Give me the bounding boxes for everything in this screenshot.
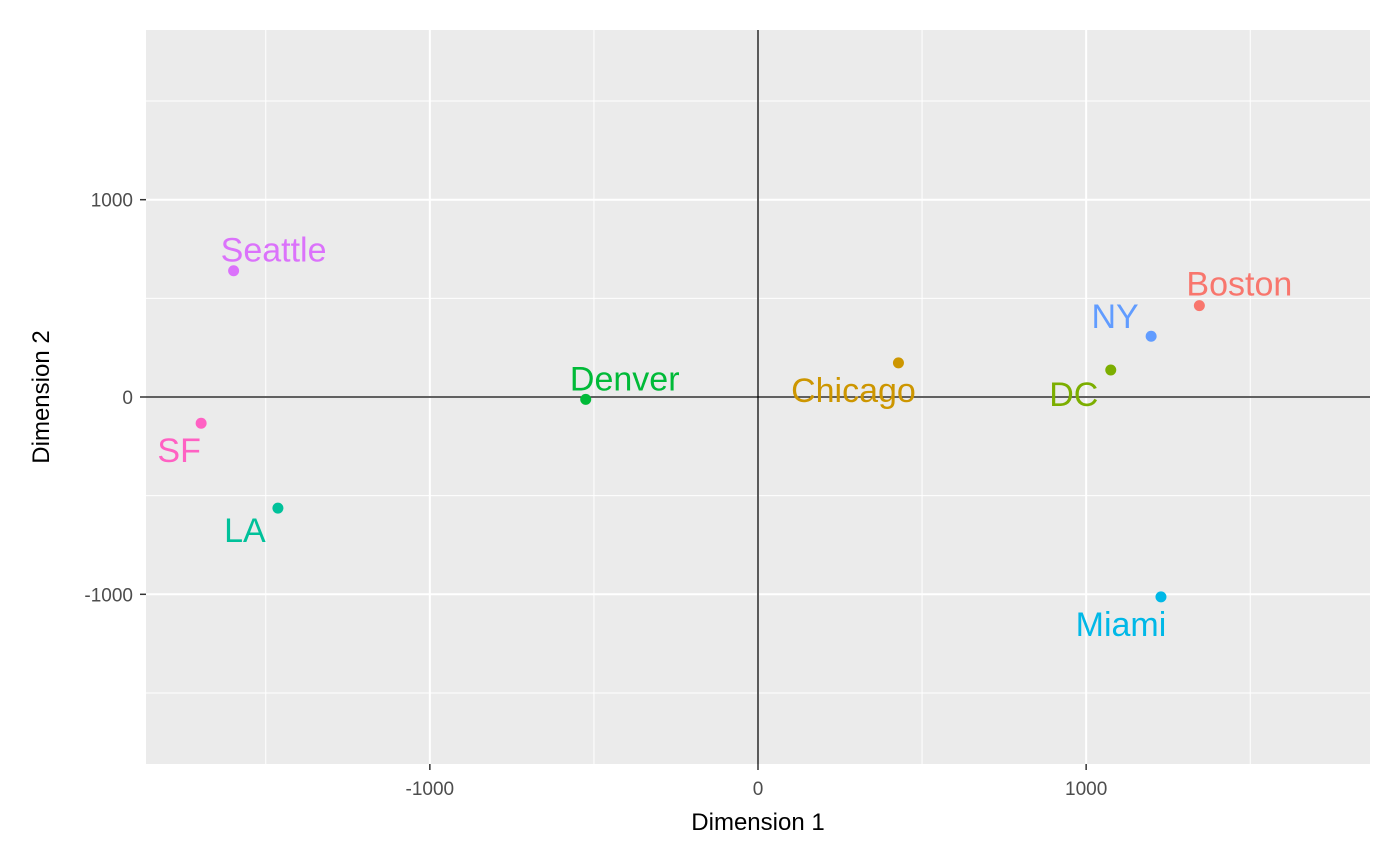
x-tick-label: -1000 bbox=[406, 779, 455, 800]
data-point bbox=[1105, 364, 1117, 376]
data-point bbox=[1145, 330, 1157, 342]
data-point bbox=[195, 417, 207, 429]
point-label: Miami bbox=[1076, 606, 1167, 644]
x-tick-label: 0 bbox=[753, 779, 764, 800]
point-label: SF bbox=[157, 432, 200, 470]
point-label: NY bbox=[1092, 298, 1139, 336]
y-tick-label: 0 bbox=[122, 388, 133, 409]
point-label: Seattle bbox=[221, 232, 327, 270]
reference-lines bbox=[146, 30, 1370, 764]
point-label: DC bbox=[1049, 376, 1098, 414]
data-point bbox=[1193, 300, 1205, 312]
x-axis-ticks: -1000 0 1000 bbox=[406, 764, 1107, 800]
point-labels: Boston NY DC Miami Chicago Seattle SF LA Denver bbox=[157, 232, 1292, 644]
data-points bbox=[195, 265, 1205, 603]
point-label: Chicago bbox=[791, 372, 916, 410]
y-axis-ticks: 1000 0 -1000 bbox=[84, 191, 146, 606]
data-point bbox=[272, 502, 284, 514]
y-tick-label: 1000 bbox=[91, 191, 133, 212]
y-tick-label: -1000 bbox=[84, 585, 133, 606]
data-point bbox=[1155, 591, 1167, 603]
x-axis-title: Dimension 1 bbox=[691, 809, 824, 836]
data-point bbox=[892, 357, 904, 369]
data-point bbox=[580, 393, 592, 405]
point-label: LA bbox=[224, 512, 266, 550]
point-label: Boston bbox=[1186, 266, 1292, 304]
x-tick-label: 1000 bbox=[1065, 779, 1107, 800]
y-axis-title: Dimension 2 bbox=[28, 330, 55, 463]
data-point bbox=[228, 265, 240, 277]
point-label: Denver bbox=[570, 360, 680, 398]
